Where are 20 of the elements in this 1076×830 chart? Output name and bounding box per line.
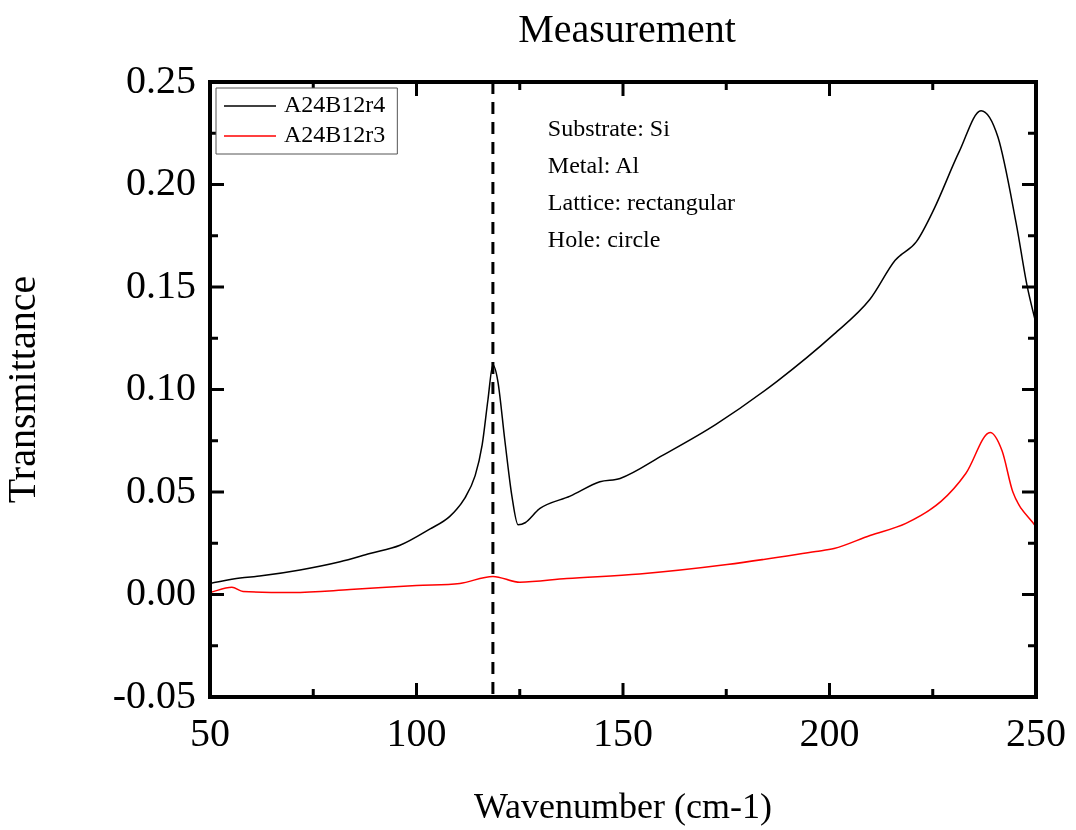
x-tick-label: 150 (593, 709, 653, 755)
y-tick-label: 0.15 (126, 261, 196, 307)
annotation: Substrate: Si (547, 115, 671, 142)
legend-label: A24B12r4 (284, 91, 386, 118)
annotation: Lattice: rectangular (547, 189, 736, 216)
y-tick-label: 0.05 (126, 466, 196, 512)
x-axis-title: Wavenumber (cm-1) (474, 785, 772, 826)
y-tick-label: 0.20 (126, 159, 196, 204)
x-tick-label: 100 (386, 709, 447, 755)
annotation: Hole: circle (547, 226, 661, 253)
x-tick-label: 250 (1006, 709, 1066, 755)
y-tick-label: 0.25 (126, 56, 196, 102)
y-tick-label: 0.00 (126, 569, 196, 614)
line-series (210, 431, 1036, 594)
y-axis-title: Transmittance (0, 275, 44, 504)
x-tick-label: 200 (799, 709, 860, 755)
legend-label: A24B12r3 (284, 121, 386, 148)
y-tick-label: 0.10 (126, 364, 196, 409)
annotation: Metal: Al (547, 152, 640, 179)
chart-title: Measurement (518, 6, 736, 51)
